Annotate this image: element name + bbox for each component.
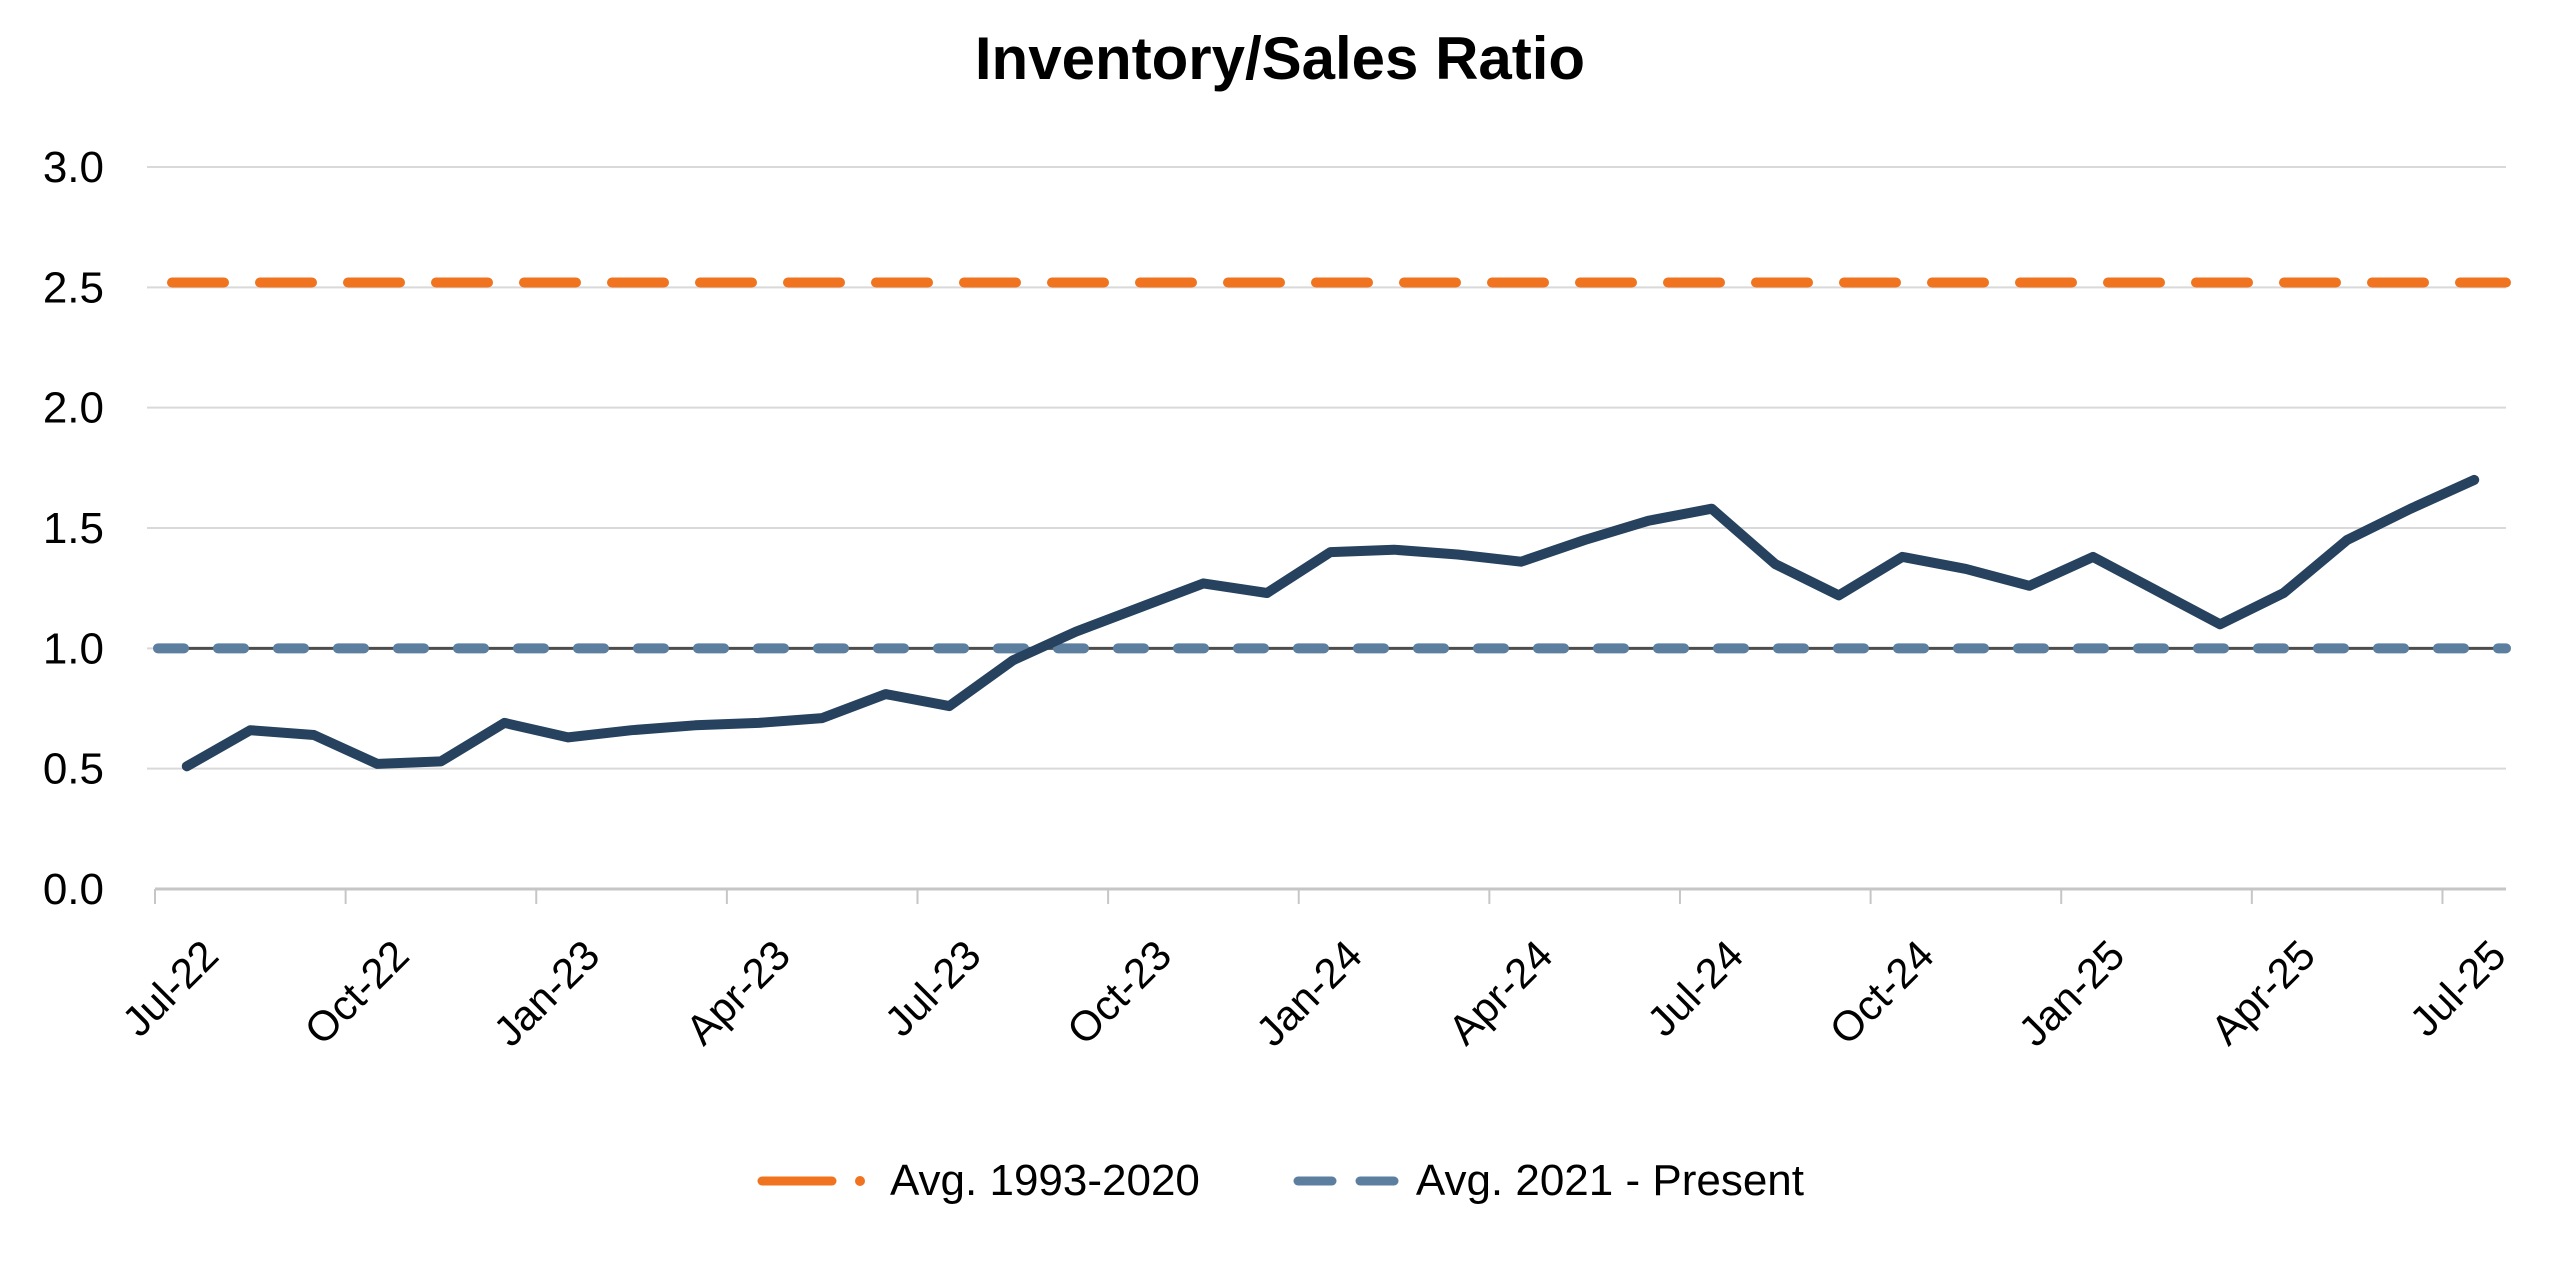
- inventory-sales-ratio-series-line: [181, 474, 2480, 772]
- y-axis-tick-label: 1.0: [43, 624, 104, 673]
- legend-label-avg-1993-2020: Avg. 1993-2020: [890, 1156, 1200, 1205]
- x-axis-tick-label: Apr-24: [1439, 931, 1561, 1053]
- legend-item-avg-2021-present: Avg. 2021 - Present: [1290, 1156, 1804, 1206]
- legend-label-avg-2021-present: Avg. 2021 - Present: [1415, 1156, 1804, 1205]
- y-axis-tick-label: 2.0: [43, 384, 104, 433]
- y-axis-tick-label: 3.0: [43, 143, 104, 192]
- x-axis-tick-label: Jan-23: [484, 931, 608, 1055]
- x-axis-tick-label: Jan-25: [2009, 931, 2133, 1055]
- legend: Avg. 1993-2020 Avg. 2021 - Present: [0, 1156, 2560, 1206]
- orange-dash-dot-legend-icon: [757, 1176, 865, 1186]
- x-axis-tick-label: Oct-23: [1058, 931, 1180, 1053]
- x-axis-tick-label: Jul-22: [113, 931, 227, 1045]
- legend-item-avg-1993-2020: Avg. 1993-2020: [756, 1156, 1200, 1206]
- x-axis-tick-label: Jan-24: [1247, 931, 1371, 1055]
- x-axis-tick-label: Apr-25: [2202, 931, 2324, 1053]
- y-axis-tick-label: 2.5: [43, 263, 104, 312]
- y-axis-tick-label: 0.0: [43, 865, 104, 914]
- chart-title: Inventory/Sales Ratio: [974, 25, 1586, 92]
- x-axis-tick-label: Jul-23: [875, 931, 989, 1045]
- x-axis-tick-label: Jul-24: [1638, 931, 1752, 1045]
- x-axis-tick-label: Oct-22: [295, 931, 417, 1053]
- x-axis-tick-label: Jul-25: [2400, 931, 2514, 1045]
- y-axis-tick-label: 1.5: [43, 504, 104, 553]
- x-axis-tick-label: Oct-24: [1820, 931, 1942, 1053]
- y-axis-tick-label: 0.5: [43, 745, 104, 794]
- x-axis-tick-label: Apr-23: [677, 931, 799, 1053]
- blue-dashes-legend-icon: [1293, 1176, 1399, 1186]
